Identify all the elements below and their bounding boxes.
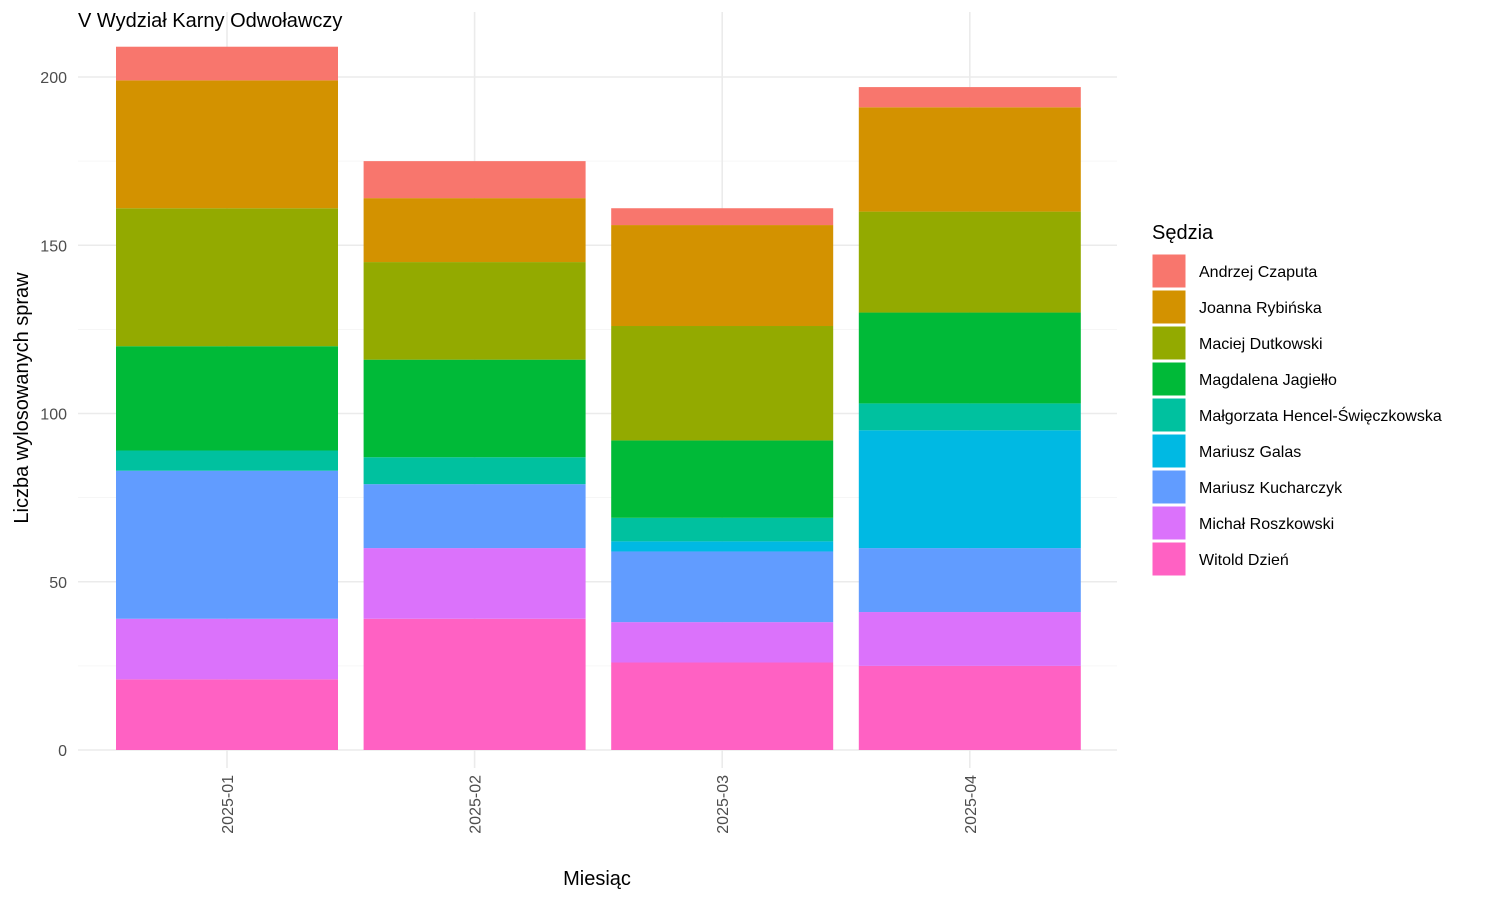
bar-segment [858,403,1081,431]
y-tick-label: 0 [58,743,67,760]
bar-segment [858,612,1081,666]
legend-key [1151,253,1187,289]
bar-segment [611,326,834,441]
x-tick-labels: 2025-01 2025-02 2025-03 2025-04 [220,775,980,834]
y-tick-labels: 0 50 100 150 200 [40,70,67,760]
bar-segment [611,662,834,750]
chart-title: V Wydział Karny Odwoławczy [78,10,342,32]
y-tick-label: 200 [40,70,67,87]
bar-segment [611,208,834,226]
legend-title: Sędzia [1152,222,1214,244]
legend-label: Maciej Dutkowski [1199,336,1323,353]
legend-key [1151,397,1187,433]
legend-label: Joanna Rybińska [1199,300,1322,317]
x-axis-title: Miesiąc [563,868,631,890]
bar-segment [611,551,834,623]
bar-segment [116,618,338,680]
bars [116,46,1081,750]
bar-segment [858,107,1081,212]
bar-segment [363,359,586,458]
bar-segment [363,618,586,750]
legend-key [1151,433,1187,469]
bar-segment [363,548,586,619]
bar-segment [363,484,586,549]
bar-segment [858,87,1081,108]
bar-segment [363,161,586,199]
bar-segment [363,262,586,360]
bar-segment [611,517,834,542]
bar-segment [363,198,586,263]
bar-segment [611,440,834,518]
bar-segment [363,457,586,485]
legend-key [1151,505,1187,541]
bar-segment [116,346,338,451]
y-tick-label: 100 [40,407,67,424]
bar-segment [858,312,1081,404]
legend-label: Andrzej Czaputa [1199,264,1317,281]
legend-label: Mariusz Kucharczyk [1199,480,1343,497]
legend: Sędzia Andrzej Czaputa Joanna Rybińska Mac… [1151,222,1442,577]
legend-key [1151,289,1187,325]
bar-segment [858,211,1081,313]
y-tick-label: 150 [40,238,67,255]
bar-segment [116,450,338,471]
legend-label: Małgorzata Hencel-Święczkowska [1199,406,1442,425]
bar-segment [858,665,1081,750]
y-axis-title: Liczba wylosowanych spraw [11,272,33,524]
legend-key [1151,325,1187,361]
bar-segment [611,225,834,327]
bar-segment [116,470,338,619]
legend-key [1151,541,1187,577]
bar-segment [858,430,1081,549]
legend-key [1151,469,1187,505]
bar-segment [116,208,338,347]
legend-label: Witold Dzień [1199,552,1289,569]
bar-segment [858,548,1081,613]
bar-segment [116,46,338,81]
x-tick-label: 2025-02 [468,775,485,834]
y-tick-label: 50 [49,575,67,592]
bar-segment [611,622,834,663]
x-tick-label: 2025-01 [220,775,237,834]
legend-label: Magdalena Jagiełło [1199,372,1337,389]
legend-label: Mariusz Galas [1199,444,1301,461]
legend-label: Michał Roszkowski [1199,516,1334,533]
bar-segment [611,541,834,552]
x-tick-label: 2025-04 [963,775,980,834]
bar-segment [116,80,338,209]
bar-segment [116,679,338,750]
legend-key [1151,361,1187,397]
x-tick-label: 2025-03 [715,775,732,834]
